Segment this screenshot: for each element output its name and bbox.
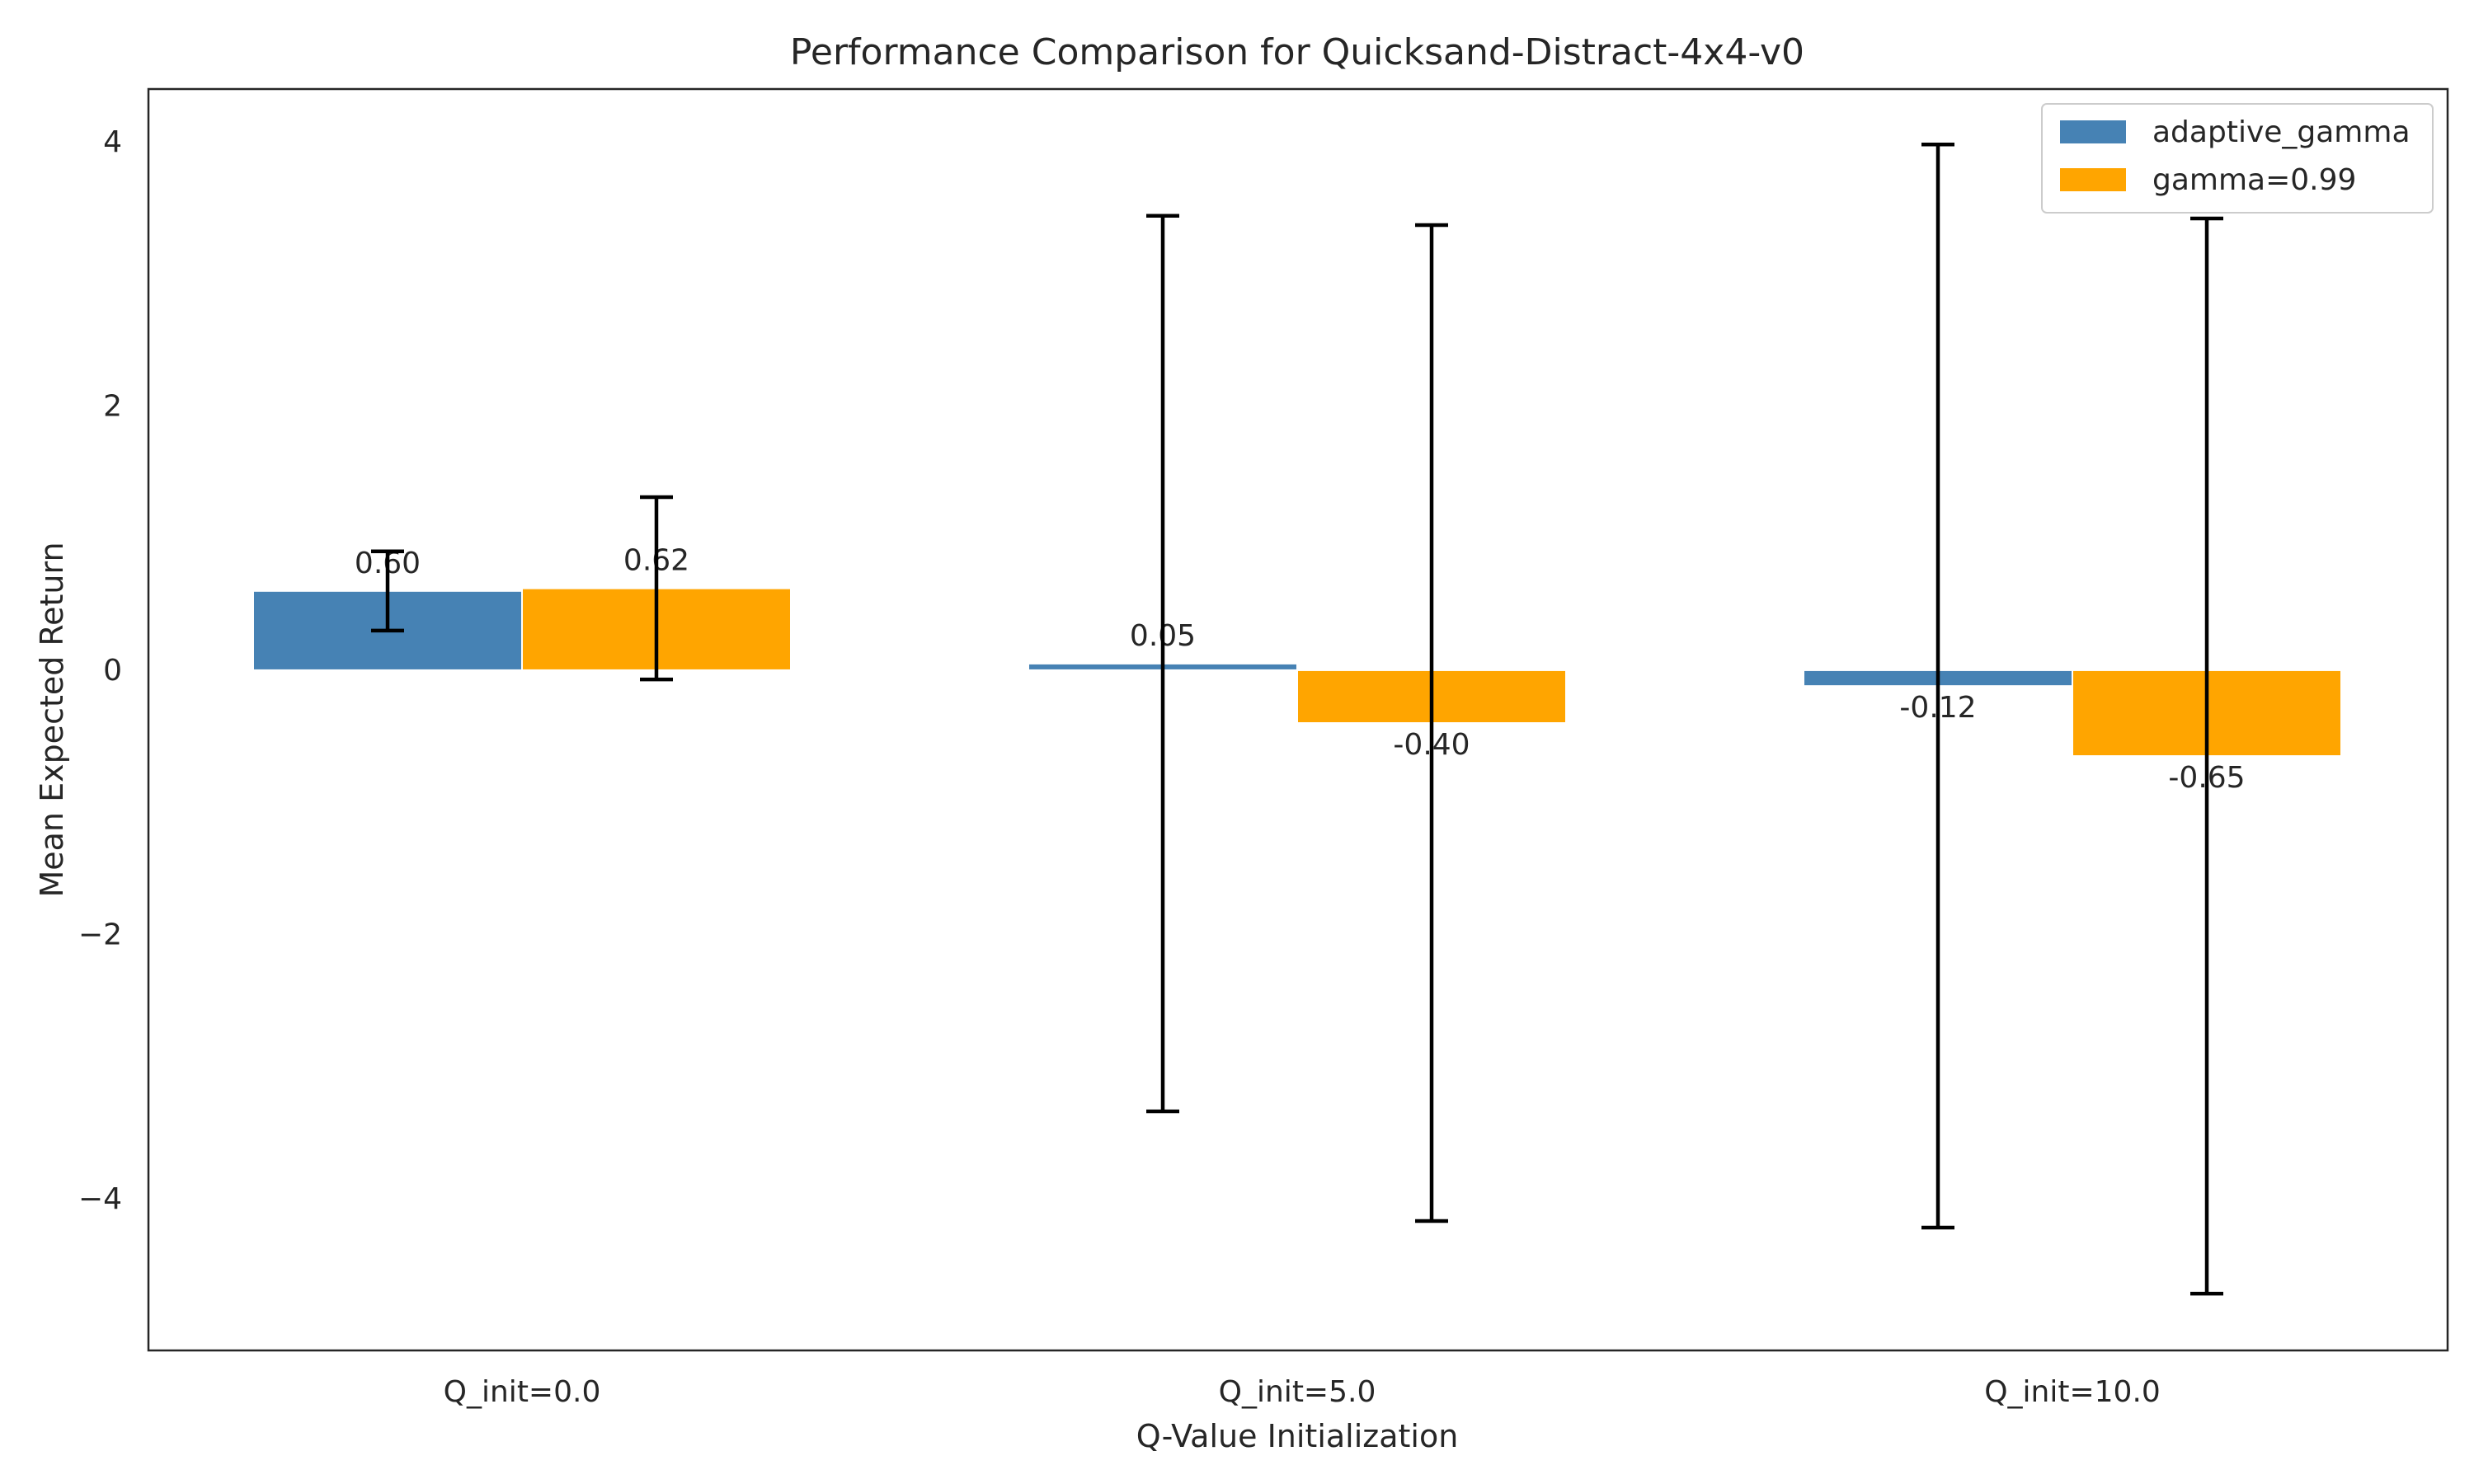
x-axis-label: Q-Value Initialization xyxy=(1136,1418,1459,1454)
y-axis-label: Mean Expected Return xyxy=(34,542,70,897)
legend-label: adaptive_gamma xyxy=(2152,115,2411,149)
legend-swatch xyxy=(2060,168,2126,191)
error-bar xyxy=(2190,216,2223,1296)
error-bar xyxy=(371,549,404,633)
y-tick-label: −4 xyxy=(78,1182,122,1216)
legend: adaptive_gamma gamma=0.99 xyxy=(2041,103,2434,214)
legend-swatch xyxy=(2060,120,2126,143)
y-tick-label: −2 xyxy=(78,918,122,951)
x-tick-label: Q_init=0.0 xyxy=(444,1375,601,1409)
error-bar xyxy=(1146,214,1179,1114)
error-bar xyxy=(1921,143,1954,1230)
x-tick-label: Q_init=10.0 xyxy=(1984,1375,2161,1409)
y-tick-label: 2 xyxy=(103,390,122,424)
legend-box xyxy=(2041,103,2434,214)
x-tick-label: Q_init=5.0 xyxy=(1219,1375,1376,1409)
y-tick-label: 4 xyxy=(103,125,122,159)
plot-frame xyxy=(147,87,2449,1352)
error-bar xyxy=(1415,223,1448,1223)
plot-area: 420−2−4Q_init=0.00.60 0.62Q_init=5.00.05-… xyxy=(78,125,2342,1409)
chart-title: Performance Comparison for Quicksand-Dis… xyxy=(790,31,1804,73)
legend-label: gamma=0.99 xyxy=(2152,163,2356,197)
y-tick-label: 0 xyxy=(103,654,122,688)
error-bar xyxy=(640,495,673,682)
